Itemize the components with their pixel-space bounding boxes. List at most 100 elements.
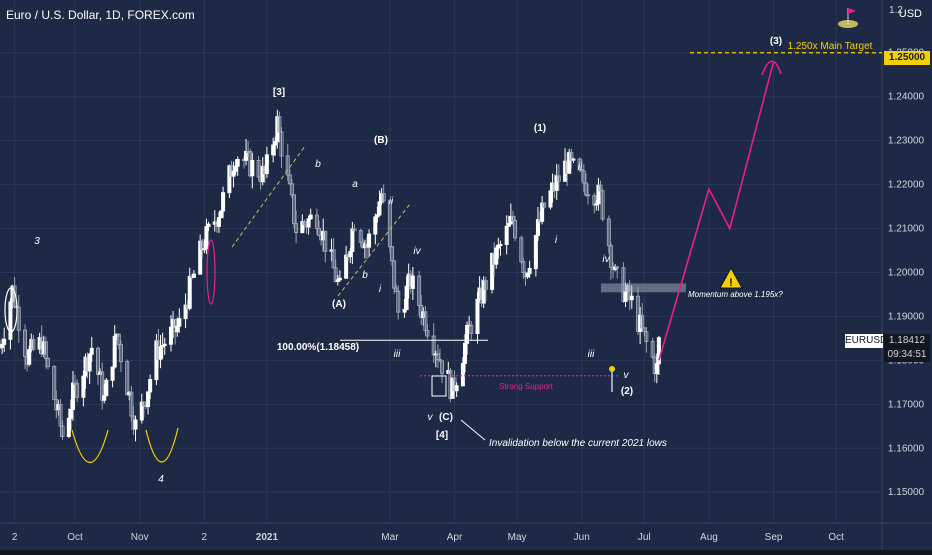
candle-body [66, 417, 71, 437]
candle-body [350, 228, 355, 253]
candle-body [638, 314, 643, 332]
invalidation-pointer [460, 419, 486, 441]
candle-body [16, 306, 21, 331]
candle-body [540, 202, 545, 222]
candle-body [615, 266, 620, 269]
candle-body [644, 331, 649, 342]
candle-body [404, 285, 409, 310]
candle-body [586, 194, 590, 197]
wave-label: iii [588, 349, 595, 360]
candle-body [191, 273, 196, 278]
candle-body [104, 379, 109, 397]
candle-body [98, 371, 103, 375]
candle-body [394, 287, 399, 292]
time-tick-label: Nov [131, 532, 149, 543]
golfer-icon [609, 366, 615, 372]
candle-body [160, 345, 165, 348]
candle-body [43, 341, 48, 360]
candle-body [460, 362, 465, 387]
candle-body [654, 363, 659, 375]
candle-body [244, 150, 249, 161]
candle-body [377, 201, 382, 216]
candle-body [70, 382, 75, 411]
candle-body [421, 311, 426, 318]
candle-body [277, 116, 282, 133]
price-tick-label: 1.2 [889, 5, 903, 16]
candle-body [219, 210, 224, 219]
time-tick-label: 2 [202, 532, 208, 543]
candle-body [379, 192, 384, 203]
candle-body [112, 335, 117, 368]
candle-body [331, 249, 336, 269]
candle-body [27, 349, 32, 365]
candle-body [521, 261, 526, 273]
candle-body [100, 371, 105, 401]
candle-body [504, 225, 509, 245]
candle-body [406, 273, 411, 287]
candle-body [162, 343, 167, 347]
candle-body [525, 273, 530, 278]
candle-body [148, 379, 153, 393]
candle-body [146, 391, 151, 408]
candle-body [454, 385, 459, 392]
warning-icon [719, 266, 743, 289]
candle-body [390, 246, 394, 262]
candle-body [87, 353, 92, 372]
price-tick-label: 1.22000 [888, 180, 925, 191]
candle-body [333, 267, 338, 282]
fib-level-label: 100.00%(1.18458) [277, 342, 359, 353]
candle-body [216, 217, 221, 227]
candle-body [425, 330, 430, 337]
candle-body [306, 218, 311, 228]
candle-body [373, 216, 378, 235]
candle-body [623, 290, 628, 302]
candle-body [402, 308, 407, 313]
candle-body [23, 329, 28, 358]
candle-body [175, 325, 180, 333]
candle-body [483, 280, 488, 290]
candle-body [533, 235, 538, 270]
candle-body [221, 192, 226, 212]
candle-body [285, 155, 290, 176]
wave-label: v [428, 412, 434, 423]
time-tick-label: May [508, 532, 527, 543]
candle-body [75, 383, 80, 398]
candle-body [302, 221, 307, 225]
candle-body [527, 268, 532, 275]
low-box-marker [431, 375, 447, 397]
candle-body [314, 214, 319, 230]
candle-body [233, 165, 238, 172]
strong-support-label: Strong Support [499, 382, 554, 391]
candle-body [462, 342, 467, 364]
candle-body [321, 230, 326, 241]
candle-body [598, 184, 603, 192]
candle-body [173, 318, 178, 333]
candle-body [323, 230, 328, 252]
candle-body [567, 151, 572, 174]
candle-body [187, 275, 192, 309]
magenta-ellipse [206, 239, 216, 305]
candle-body [469, 324, 474, 335]
candle-body [344, 254, 349, 279]
wave-label: a [352, 179, 358, 190]
candle-body [348, 251, 353, 258]
candle-body [606, 218, 611, 247]
candle-body [475, 298, 480, 335]
countdown-timer: 09:34:51 [887, 349, 927, 360]
candle-body [435, 353, 440, 361]
candle-body [231, 170, 236, 177]
candle-body [329, 249, 334, 252]
candle-body [554, 175, 559, 191]
candle-body [202, 248, 207, 251]
candle-body [317, 228, 322, 236]
candle-body [60, 425, 65, 437]
candle-body [127, 391, 132, 396]
candle-body [467, 324, 472, 327]
candle-body [581, 170, 586, 184]
candle-body [513, 220, 518, 239]
candle-body [608, 245, 613, 268]
wave-label: b [315, 159, 321, 170]
candle-body [81, 375, 86, 398]
time-tick-label: Apr [447, 532, 463, 543]
